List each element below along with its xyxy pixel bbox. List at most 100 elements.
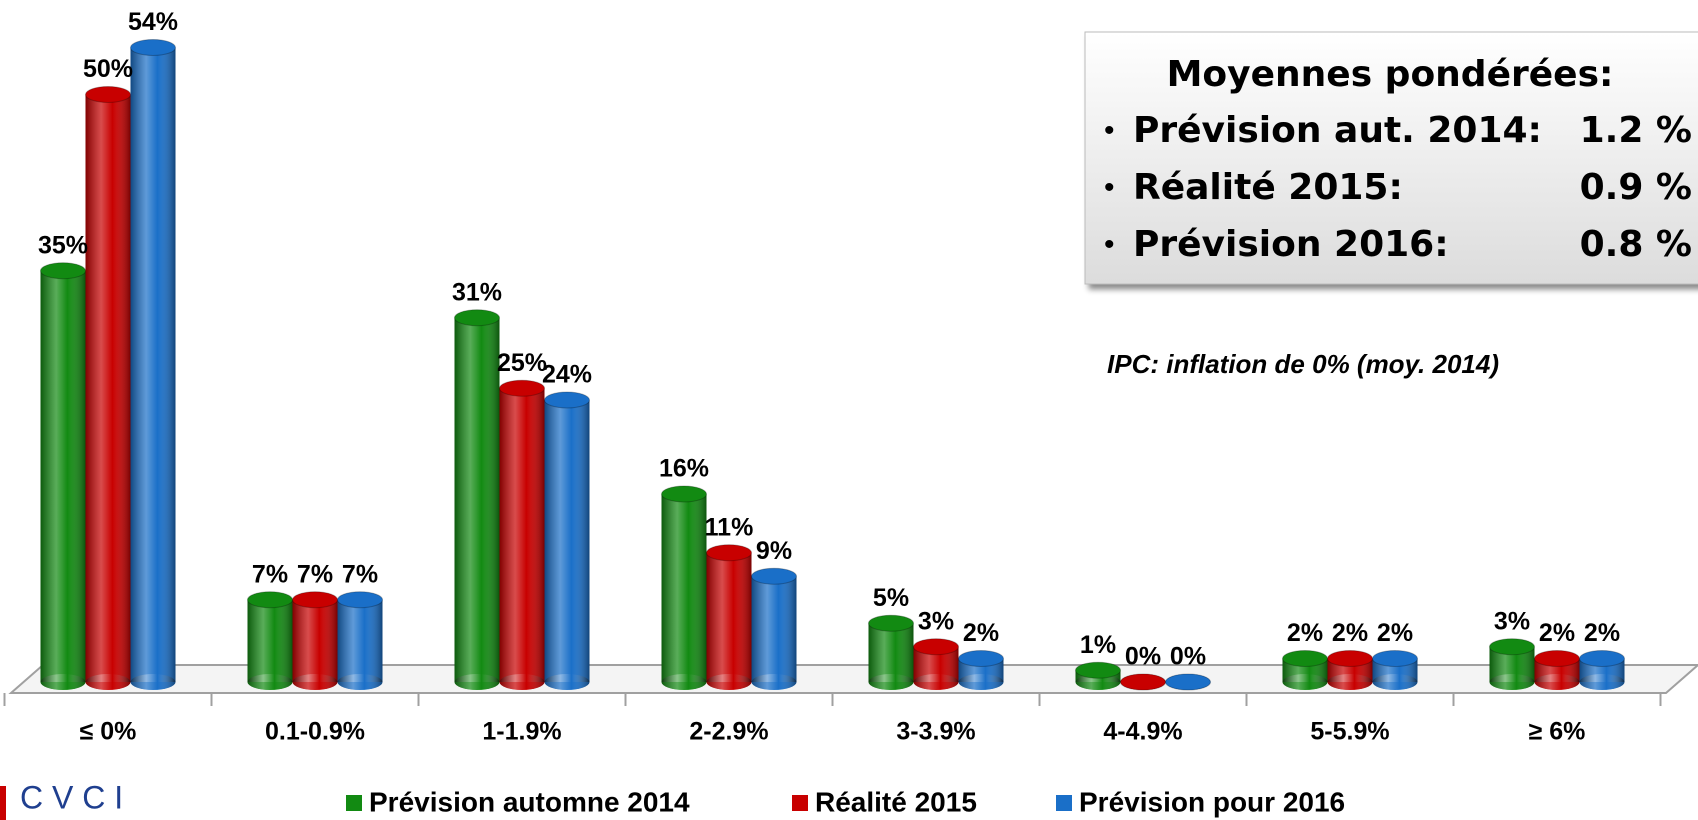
x-tick-label: ≥ 6% xyxy=(1529,718,1586,746)
value-label: 0% xyxy=(1170,643,1206,671)
bar-top xyxy=(751,567,797,585)
bar-top xyxy=(292,591,338,609)
bar xyxy=(1489,638,1535,690)
bar xyxy=(958,650,1004,690)
bar-shade xyxy=(544,400,590,682)
bar-bottom-shade xyxy=(958,674,1004,690)
bar-top xyxy=(1075,661,1121,679)
info-value: 0.9 % xyxy=(1580,167,1692,208)
value-label: 24% xyxy=(542,361,592,389)
bar-top xyxy=(1579,650,1625,667)
bar-bottom-shade xyxy=(544,674,590,690)
value-label: 7% xyxy=(297,560,333,588)
bar xyxy=(1120,673,1166,691)
axis-ticks xyxy=(3,693,1662,706)
x-tick-label: 5-5.9% xyxy=(1310,718,1389,746)
legend-label: Réalité 2015 xyxy=(815,786,977,817)
x-tick-label: 1-1.9% xyxy=(482,718,561,746)
bar-bottom-shade xyxy=(454,674,500,690)
logo-bar xyxy=(0,786,6,820)
value-label: 25% xyxy=(497,349,547,377)
bar-bottom-shade xyxy=(499,674,545,690)
bar-shade xyxy=(661,494,707,682)
bar-top xyxy=(454,309,500,327)
bar xyxy=(1534,650,1580,690)
bar xyxy=(661,485,707,690)
bar-top xyxy=(337,591,383,609)
bar xyxy=(337,591,383,690)
bar xyxy=(1075,661,1121,690)
bar xyxy=(247,591,293,690)
bar-bottom-shade xyxy=(913,674,959,690)
x-tick-label: 4-4.9% xyxy=(1103,718,1182,746)
bar xyxy=(454,309,500,690)
bar xyxy=(1282,650,1328,690)
bar-shade xyxy=(292,599,338,682)
value-label: 7% xyxy=(342,560,378,588)
info-label: Réalité 2015: xyxy=(1133,167,1403,208)
bar-top xyxy=(40,262,86,280)
bar-top xyxy=(706,544,752,562)
info-value: 1.2 % xyxy=(1580,110,1692,151)
bar-top xyxy=(1327,650,1373,667)
bar-shade xyxy=(337,599,383,682)
bar-bottom-shade xyxy=(1282,674,1328,690)
bar-top xyxy=(1534,650,1580,667)
x-tick-label: 2-2.9% xyxy=(689,718,768,746)
bar-bottom-shade xyxy=(85,674,131,690)
bar-top xyxy=(1120,673,1166,691)
logo: C V C I xyxy=(20,779,123,815)
bar-bottom-shade xyxy=(751,674,797,690)
bar-shade xyxy=(499,388,545,682)
bar-top xyxy=(1165,673,1211,691)
bar xyxy=(40,262,86,690)
value-label: 3% xyxy=(1494,607,1530,635)
bullet: • xyxy=(1104,171,1115,204)
bar-bottom-shade xyxy=(247,674,293,690)
info-label: Prévision aut. 2014: xyxy=(1133,110,1542,151)
bar xyxy=(130,39,176,690)
bar-bottom-shade xyxy=(130,674,176,690)
value-label: 31% xyxy=(452,278,502,306)
bar-top xyxy=(1282,650,1328,667)
legend-swatch xyxy=(1056,795,1072,811)
bar-bottom-shade xyxy=(1534,674,1580,690)
bar-bottom-shade xyxy=(868,674,914,690)
value-label: 54% xyxy=(128,8,178,36)
bars xyxy=(40,39,1625,691)
bar-bottom-shade xyxy=(1075,674,1121,690)
legend-swatch xyxy=(346,795,362,811)
bar-bottom-shade xyxy=(1579,674,1625,690)
bar-shade xyxy=(751,576,797,682)
legend-label: Prévision automne 2014 xyxy=(369,786,690,817)
bar xyxy=(1165,673,1211,691)
value-label: 11% xyxy=(705,513,754,541)
bar-top xyxy=(85,86,131,103)
bar xyxy=(751,567,797,690)
bar-bottom-shade xyxy=(661,674,707,690)
bar-bottom-shade xyxy=(337,674,383,690)
bar-bottom-shade xyxy=(706,674,752,690)
bullet: • xyxy=(1104,228,1115,261)
bullet: • xyxy=(1104,114,1115,147)
bar-bottom-shade xyxy=(1372,674,1418,690)
bar-shade xyxy=(454,317,500,682)
legend-label: Prévision pour 2016 xyxy=(1079,786,1345,817)
bar xyxy=(292,591,338,690)
bar-shade xyxy=(706,552,752,682)
bar xyxy=(1579,650,1625,690)
bar-top xyxy=(868,614,914,632)
bar-top xyxy=(499,379,545,397)
bar xyxy=(1327,650,1373,690)
value-label: 2% xyxy=(1287,619,1323,647)
x-tick-label: ≤ 0% xyxy=(80,718,137,746)
bar-top xyxy=(913,638,959,656)
bar-bottom-shade xyxy=(1489,674,1535,690)
value-label: 9% xyxy=(756,537,792,565)
bar xyxy=(544,391,590,690)
bar-bottom-shade xyxy=(292,674,338,690)
legend-swatch xyxy=(792,795,808,811)
bar xyxy=(1372,650,1418,690)
bar xyxy=(868,614,914,690)
annotation: IPC: inflation de 0% (moy. 2014) xyxy=(1107,349,1499,379)
